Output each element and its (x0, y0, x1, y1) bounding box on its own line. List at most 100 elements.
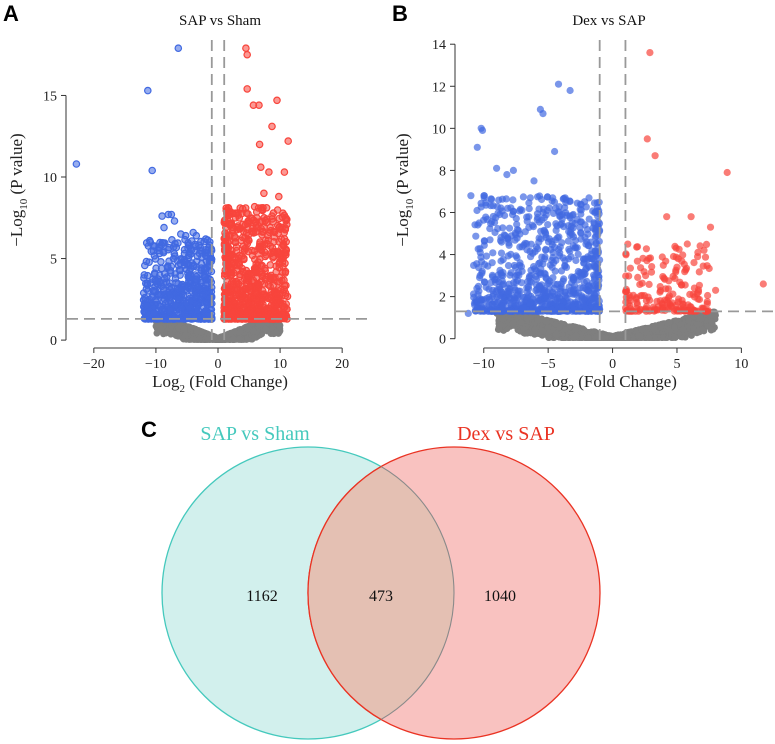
ns-point (523, 329, 531, 337)
ns-point (679, 325, 687, 333)
down-point (181, 257, 189, 266)
down-point (170, 217, 179, 225)
down-points (464, 80, 604, 317)
ns-point (236, 335, 243, 343)
ns-point (175, 324, 183, 332)
down-point (526, 272, 534, 280)
y-tick-label: 2 (439, 291, 446, 306)
y-tick-label: 5 (50, 253, 57, 268)
down-point (594, 282, 602, 290)
down-point (480, 278, 488, 286)
up-points (220, 44, 293, 323)
panel-letter-c: C (141, 417, 157, 442)
down-point (581, 270, 589, 278)
up-point (639, 254, 647, 262)
down-points (72, 44, 216, 323)
up-point (645, 280, 653, 288)
down-point (474, 282, 483, 290)
ns-point (523, 315, 531, 323)
down-point (555, 233, 563, 241)
down-point (541, 227, 549, 235)
down-point (561, 288, 569, 296)
down-point (166, 269, 175, 277)
down-point (530, 177, 538, 185)
up-point (281, 267, 290, 276)
up-point (243, 274, 252, 283)
up-point (683, 240, 691, 248)
down-point (541, 270, 549, 278)
cutoff-lines (67, 40, 369, 345)
up-point (253, 309, 262, 318)
down-point (155, 243, 163, 251)
up-point (280, 229, 289, 237)
down-point (527, 253, 535, 261)
ns-point (250, 328, 258, 336)
ns-point (262, 325, 270, 333)
down-point (592, 264, 600, 272)
ns-point (196, 335, 204, 343)
y-axis-label-sub: 10 (18, 198, 30, 210)
down-point (517, 262, 526, 271)
y-axis-label: −Log10 (P value) (393, 133, 416, 246)
down-point (483, 215, 491, 223)
y-tick-label: 14 (432, 38, 446, 53)
down-point (542, 246, 550, 254)
down-point (176, 271, 184, 279)
down-point (534, 245, 542, 253)
down-point (144, 287, 152, 295)
down-point (591, 233, 599, 241)
up-point (260, 189, 268, 198)
down-point (532, 275, 541, 283)
down-point (523, 240, 531, 248)
plot-title: Dex vs SAP (572, 13, 645, 29)
up-point (274, 192, 283, 201)
ns-point (153, 329, 161, 337)
down-point (473, 206, 481, 215)
down-point (180, 249, 189, 258)
ns-point (543, 318, 551, 326)
down-point (198, 253, 206, 261)
down-point (582, 285, 590, 293)
down-point (493, 164, 501, 172)
ns-point (556, 323, 563, 331)
up-point (636, 280, 644, 288)
down-point (561, 261, 569, 269)
down-point (516, 205, 525, 213)
up-point (642, 245, 651, 253)
down-point (554, 290, 562, 298)
down-point (519, 193, 528, 201)
x-tick-label: 0 (215, 357, 222, 372)
down-point (143, 271, 152, 280)
up-point (268, 122, 276, 131)
ns-point (645, 334, 653, 341)
up-point (276, 254, 284, 263)
x-tick-label: −5 (541, 357, 556, 372)
down-point (554, 80, 563, 88)
down-point (506, 300, 514, 308)
down-point (585, 194, 593, 202)
down-point (475, 219, 483, 227)
down-point (482, 302, 490, 310)
down-point (484, 262, 492, 270)
down-point (538, 302, 546, 310)
down-point (164, 245, 173, 254)
ns-point (193, 327, 201, 335)
down-point (587, 250, 595, 258)
down-point (165, 293, 174, 302)
down-point (185, 267, 194, 276)
up-point (243, 240, 252, 248)
y-tick-label: 0 (50, 334, 57, 349)
ns-point (671, 323, 678, 331)
down-point (539, 205, 548, 213)
down-point (192, 257, 201, 266)
down-point (157, 264, 166, 273)
down-point (177, 303, 186, 312)
ns-point (499, 315, 507, 323)
down-point (172, 279, 180, 287)
y-axis-label-sub: 10 (404, 198, 416, 210)
up-point (694, 253, 702, 261)
up-point (680, 260, 688, 268)
down-point (487, 195, 495, 203)
volcano-plot-b: Dex vs SAP −10 −5 0 5 10 0 2 4 6 8 10 12 14 Log2 (Fo… (393, 13, 773, 395)
